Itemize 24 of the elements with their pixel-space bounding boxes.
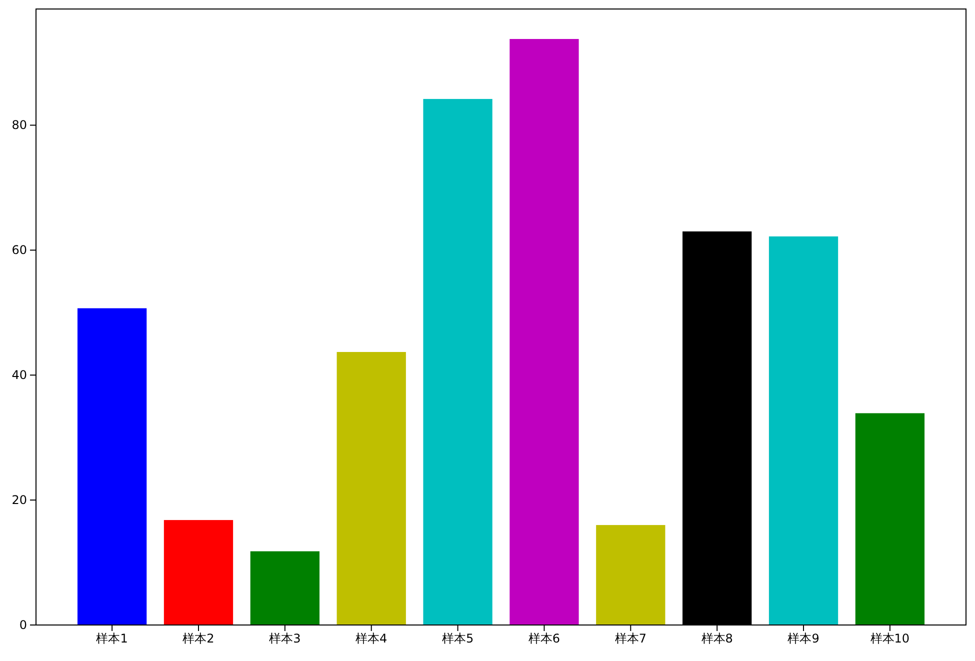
bar xyxy=(596,525,666,625)
x-tick-label: 样本1 xyxy=(96,632,128,646)
y-tick-label: 80 xyxy=(12,118,27,132)
x-tick-label: 样本9 xyxy=(788,632,820,646)
bar xyxy=(164,520,234,625)
x-tick-label: 样本3 xyxy=(269,632,301,646)
bar xyxy=(77,308,147,625)
bar xyxy=(423,98,492,625)
x-tick-label: 样本8 xyxy=(701,632,733,646)
bar xyxy=(336,352,406,625)
bar xyxy=(510,38,579,625)
bar xyxy=(855,413,925,625)
y-tick-label: 60 xyxy=(12,242,27,257)
x-tick-label: 样本4 xyxy=(356,632,388,646)
bar xyxy=(250,551,320,625)
y-tick-label: 0 xyxy=(19,618,27,632)
x-tick-label: 样本7 xyxy=(614,632,646,646)
y-tick-label: 40 xyxy=(12,368,27,382)
x-tick-label: 样本6 xyxy=(528,632,560,646)
bar xyxy=(768,236,838,625)
x-tick-label: 样本5 xyxy=(442,632,474,646)
y-tick-label: 20 xyxy=(12,492,27,507)
x-tick-label: 样本2 xyxy=(182,632,214,646)
x-tick-label: 样本10 xyxy=(870,632,910,646)
